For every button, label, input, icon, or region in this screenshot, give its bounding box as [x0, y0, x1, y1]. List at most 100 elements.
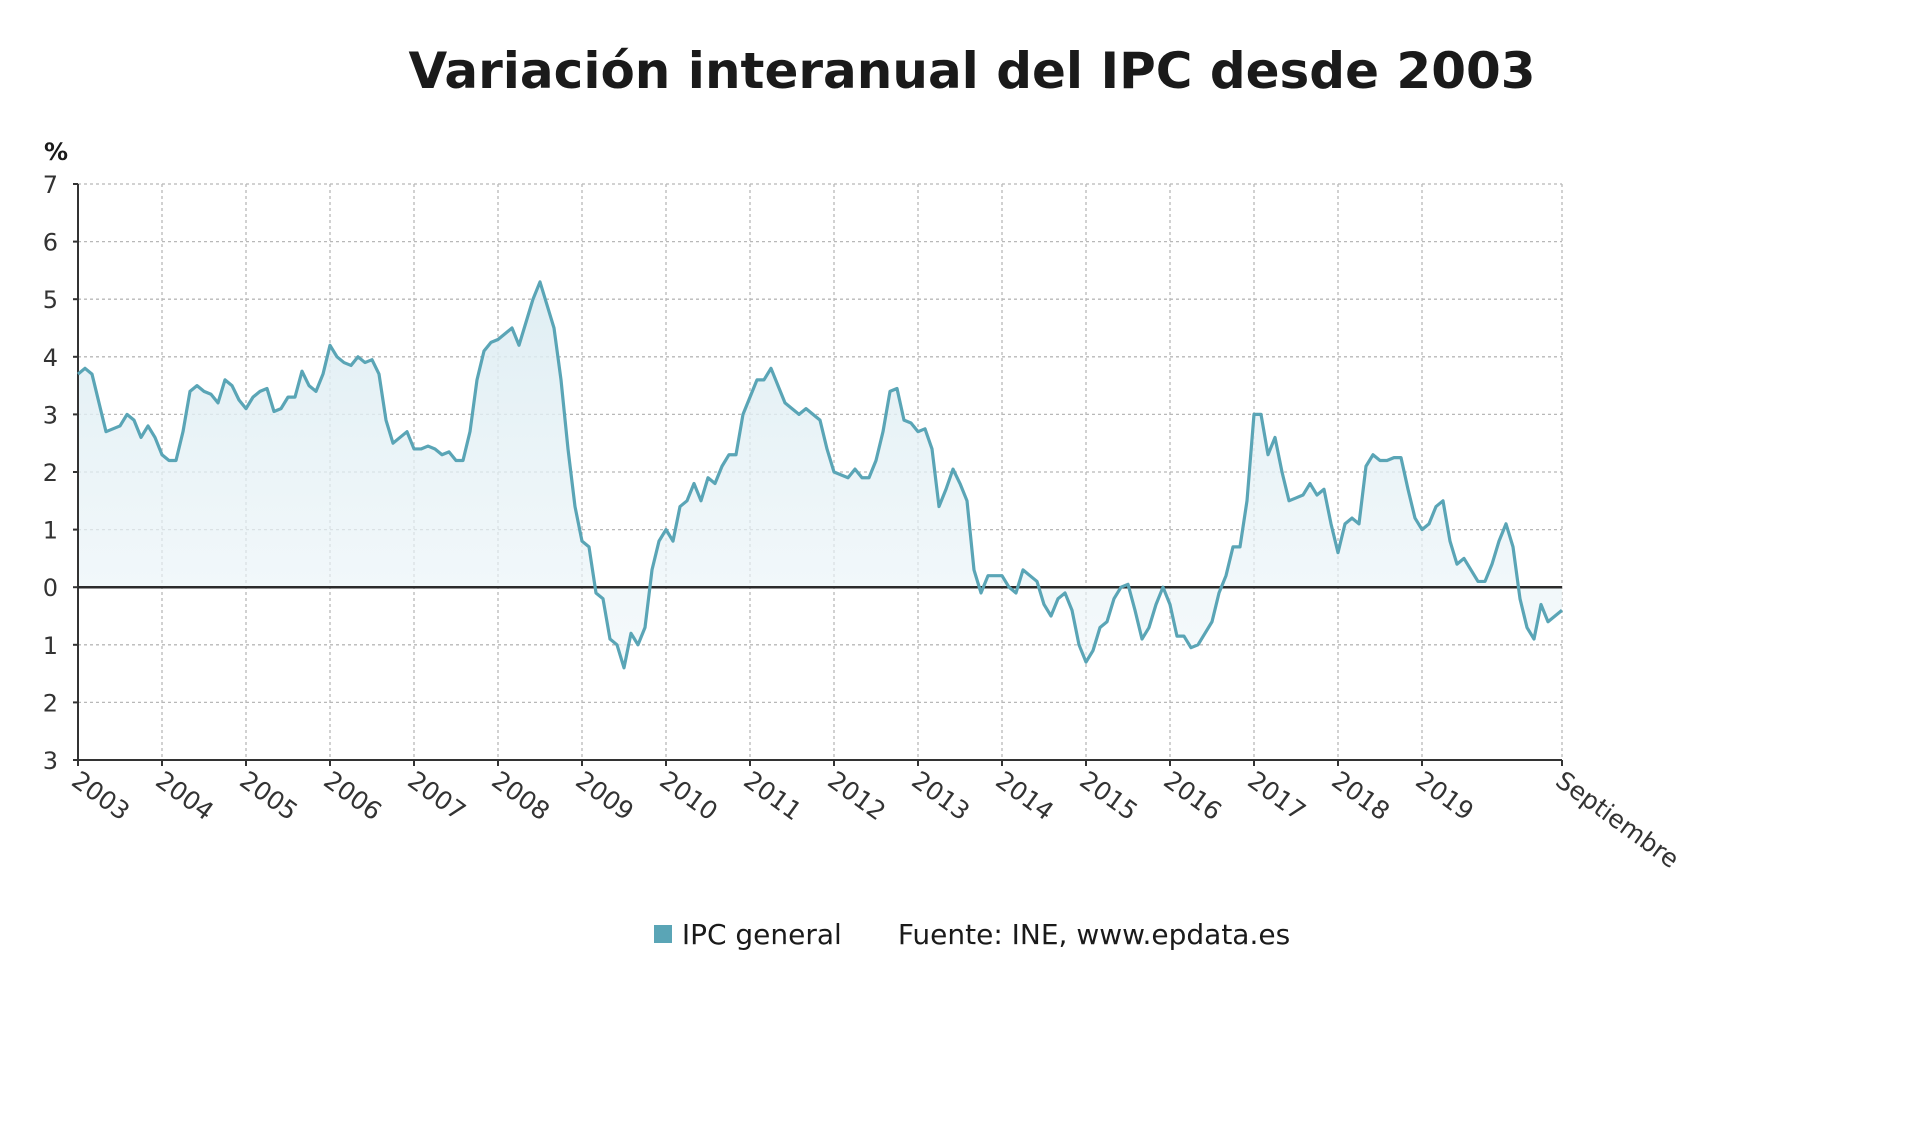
data-point — [84, 367, 86, 369]
data-point — [1344, 523, 1346, 525]
data-point — [658, 540, 660, 542]
data-point — [1407, 488, 1409, 490]
data-point — [462, 459, 464, 461]
data-point — [434, 448, 436, 450]
data-point — [889, 390, 891, 392]
data-point — [1330, 523, 1332, 525]
data-point — [413, 448, 415, 450]
data-point — [931, 448, 933, 450]
y-tick-label: 3 — [43, 401, 58, 429]
data-point — [238, 399, 240, 401]
y-tick-label: 2 — [43, 459, 58, 487]
data-point — [1309, 482, 1311, 484]
chart-title: Variación interanual del IPC desde 2003 — [408, 42, 1536, 100]
data-point — [259, 390, 261, 392]
data-point — [91, 373, 93, 375]
data-point — [714, 482, 716, 484]
data-point — [98, 402, 100, 404]
data-point — [1127, 583, 1129, 585]
data-point — [672, 540, 674, 542]
data-point — [182, 430, 184, 432]
data-point — [1442, 500, 1444, 502]
data-point — [1092, 649, 1094, 651]
y-tick-label: 0 — [43, 574, 58, 602]
data-point — [1232, 546, 1234, 548]
data-point — [168, 459, 170, 461]
data-point — [805, 407, 807, 409]
data-point — [735, 454, 737, 456]
data-point — [1225, 574, 1227, 576]
data-point — [1029, 574, 1031, 576]
data-point — [1351, 517, 1353, 519]
data-point — [973, 569, 975, 571]
data-point — [777, 384, 779, 386]
data-point — [630, 632, 632, 634]
data-point — [707, 477, 709, 479]
data-point — [1064, 592, 1066, 594]
source-note: Fuente: INE, www.epdata.es — [897, 918, 1291, 951]
data-point — [840, 474, 842, 476]
data-point — [1099, 626, 1101, 628]
x-tick-label: 2011 — [738, 765, 807, 826]
data-point — [357, 356, 359, 358]
data-point — [203, 390, 205, 392]
data-point — [483, 350, 485, 352]
data-point — [1022, 569, 1024, 571]
data-point — [1141, 638, 1143, 640]
data-point — [231, 384, 233, 386]
data-point — [105, 430, 107, 432]
data-point — [1113, 598, 1115, 600]
data-point — [1449, 540, 1451, 542]
data-point — [749, 396, 751, 398]
y-tick-label: 5 — [43, 286, 58, 314]
y-tick-label: 7 — [43, 171, 58, 199]
data-point — [175, 459, 177, 461]
data-point — [539, 281, 541, 283]
data-point — [1295, 497, 1297, 499]
x-tick-label: 2017 — [1242, 765, 1311, 826]
data-point — [140, 436, 142, 438]
data-point — [1316, 494, 1318, 496]
data-point — [1400, 456, 1402, 458]
data-point — [665, 528, 667, 530]
data-point — [1505, 523, 1507, 525]
x-tick-label: 2018 — [1326, 765, 1395, 826]
data-point — [210, 393, 212, 395]
data-point — [266, 387, 268, 389]
data-point — [294, 396, 296, 398]
data-point — [1414, 517, 1416, 519]
data-point — [1435, 505, 1437, 507]
x-tick-label: 2006 — [318, 765, 387, 826]
data-point — [581, 540, 583, 542]
data-point — [1050, 615, 1052, 617]
data-point — [1197, 644, 1199, 646]
data-point — [371, 358, 373, 360]
data-point — [1337, 551, 1339, 553]
data-point — [588, 546, 590, 548]
data-point — [532, 298, 534, 300]
data-point — [476, 379, 478, 381]
data-point — [1162, 586, 1164, 588]
data-point — [392, 442, 394, 444]
data-point — [1463, 557, 1465, 559]
data-point — [322, 373, 324, 375]
data-point — [1428, 523, 1430, 525]
x-tick-label: 2014 — [990, 765, 1059, 826]
data-point — [1554, 615, 1556, 617]
x-tick-label: 2005 — [234, 765, 303, 826]
data-point — [756, 379, 758, 381]
data-point — [1470, 569, 1472, 571]
data-point — [126, 413, 128, 415]
data-point — [609, 638, 611, 640]
data-point — [1204, 632, 1206, 634]
data-point — [511, 327, 513, 329]
data-point — [1085, 661, 1087, 663]
data-point — [651, 569, 653, 571]
data-point — [343, 361, 345, 363]
x-tick-label: 2007 — [402, 765, 471, 826]
data-point — [385, 419, 387, 421]
data-point — [693, 482, 695, 484]
x-tick-label: 2015 — [1074, 765, 1143, 826]
data-point — [420, 448, 422, 450]
